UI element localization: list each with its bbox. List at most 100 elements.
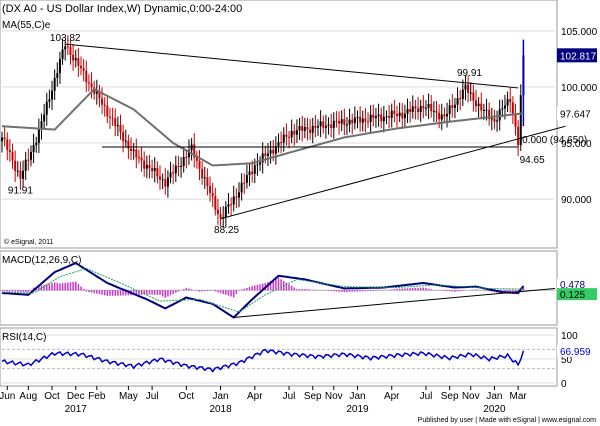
candle-body xyxy=(303,127,306,131)
rsi-line xyxy=(1,348,525,373)
candle-body xyxy=(280,142,283,144)
x-month-label: Jan xyxy=(213,391,229,402)
candle-body xyxy=(345,124,348,126)
candle-body xyxy=(230,204,233,206)
candle-body xyxy=(517,126,520,146)
candle-body xyxy=(201,168,204,179)
x-year-label: 2018 xyxy=(209,404,232,415)
candle-body xyxy=(301,126,304,131)
candle-body xyxy=(198,160,201,169)
candle-body xyxy=(66,46,69,48)
x-month-label: Nov xyxy=(325,391,343,402)
candle-body xyxy=(472,92,475,101)
rsi-tag-box xyxy=(557,344,597,357)
rsi-label: RSI(14,C) xyxy=(2,332,46,343)
x-month-label: Sep xyxy=(441,391,459,402)
x-month-label: Apr xyxy=(247,391,263,402)
candle-body xyxy=(151,167,154,172)
candle-body xyxy=(409,108,412,113)
candle-body xyxy=(430,103,433,112)
rsi-panel-frame xyxy=(0,327,558,387)
candle-body xyxy=(367,121,370,123)
candle-body xyxy=(348,119,351,125)
candle-body xyxy=(106,106,109,117)
candle-body xyxy=(324,125,327,128)
candle-body xyxy=(493,118,496,122)
x-month-label: Dec xyxy=(67,391,85,402)
candle-body xyxy=(488,109,491,120)
candle-body xyxy=(119,125,122,133)
candle-body xyxy=(419,106,422,113)
candle-body xyxy=(130,148,133,151)
candle-body xyxy=(506,98,509,106)
candle-body xyxy=(332,120,335,129)
x-month-label: Jan xyxy=(349,391,365,402)
candle-body xyxy=(187,150,190,158)
trendline xyxy=(220,125,566,220)
candle-body xyxy=(159,176,161,180)
candle-body xyxy=(58,58,61,74)
candle-body xyxy=(32,145,35,152)
candle-body xyxy=(327,124,330,126)
candle-body xyxy=(498,109,501,121)
candle-body xyxy=(377,114,380,117)
x-axis: Jun Aug Oct Dec Feb May Jul Oct Jan Apr Jul Sep Nov J… xyxy=(0,386,527,415)
candle-body xyxy=(235,196,238,198)
candle-body xyxy=(185,157,188,159)
candle-body xyxy=(143,160,146,169)
candle-body xyxy=(369,114,372,122)
candle-body xyxy=(390,110,393,118)
candle-body xyxy=(195,157,198,161)
candle-body xyxy=(314,125,317,128)
candle-body xyxy=(135,149,138,158)
candle-body xyxy=(251,171,254,174)
macd-tag-box xyxy=(557,288,597,301)
candle-body xyxy=(211,192,214,197)
candle-body xyxy=(382,117,385,122)
candle-body xyxy=(172,172,175,174)
rsi-tag: 66.959 xyxy=(557,344,597,358)
x-month-label: Apr xyxy=(384,391,400,402)
candle-body xyxy=(403,113,406,119)
candle-body xyxy=(95,90,98,94)
candle-body xyxy=(364,118,367,122)
candle-body xyxy=(203,177,206,179)
candle-body xyxy=(145,165,148,169)
candle-body xyxy=(514,114,517,127)
candle-body xyxy=(177,165,180,168)
candle-body xyxy=(127,140,130,149)
candle-body xyxy=(24,159,27,171)
x-month-label: Sep xyxy=(304,391,322,402)
rsi-gridlines xyxy=(2,334,555,384)
candle-body xyxy=(438,112,441,120)
candle-body xyxy=(180,166,183,168)
candle-body xyxy=(48,99,51,102)
candle-body xyxy=(427,103,430,108)
candle-body xyxy=(398,112,401,117)
candle-body xyxy=(253,165,256,174)
candle-body xyxy=(164,179,167,187)
candle-body xyxy=(340,119,343,124)
candle-body xyxy=(1,137,3,142)
candle-body xyxy=(243,182,246,184)
candle-body xyxy=(224,206,227,218)
candle-body xyxy=(459,98,462,100)
candle-body xyxy=(103,104,106,107)
trendlines xyxy=(65,43,566,220)
x-month-label: Feb xyxy=(88,391,106,402)
candle-body xyxy=(356,116,359,118)
price-tick-label: 90.000 xyxy=(561,195,592,206)
candle-body xyxy=(85,70,88,83)
price-tag-label: 102.817 xyxy=(560,51,597,62)
macd-line xyxy=(1,261,525,319)
candle-body xyxy=(411,106,414,113)
rsi-tag-label: 66.959 xyxy=(560,347,591,358)
candle-body xyxy=(388,116,391,118)
candle-body xyxy=(351,119,354,124)
footer-credit: Published by user | Made with eSignal | … xyxy=(418,417,597,424)
chart-title: (DX A0 - US Dollar Index,W) Dynamic,0:00… xyxy=(2,3,242,15)
x-month-label: Jul xyxy=(283,391,296,402)
candle-body xyxy=(148,165,151,168)
candle-body xyxy=(461,89,464,100)
